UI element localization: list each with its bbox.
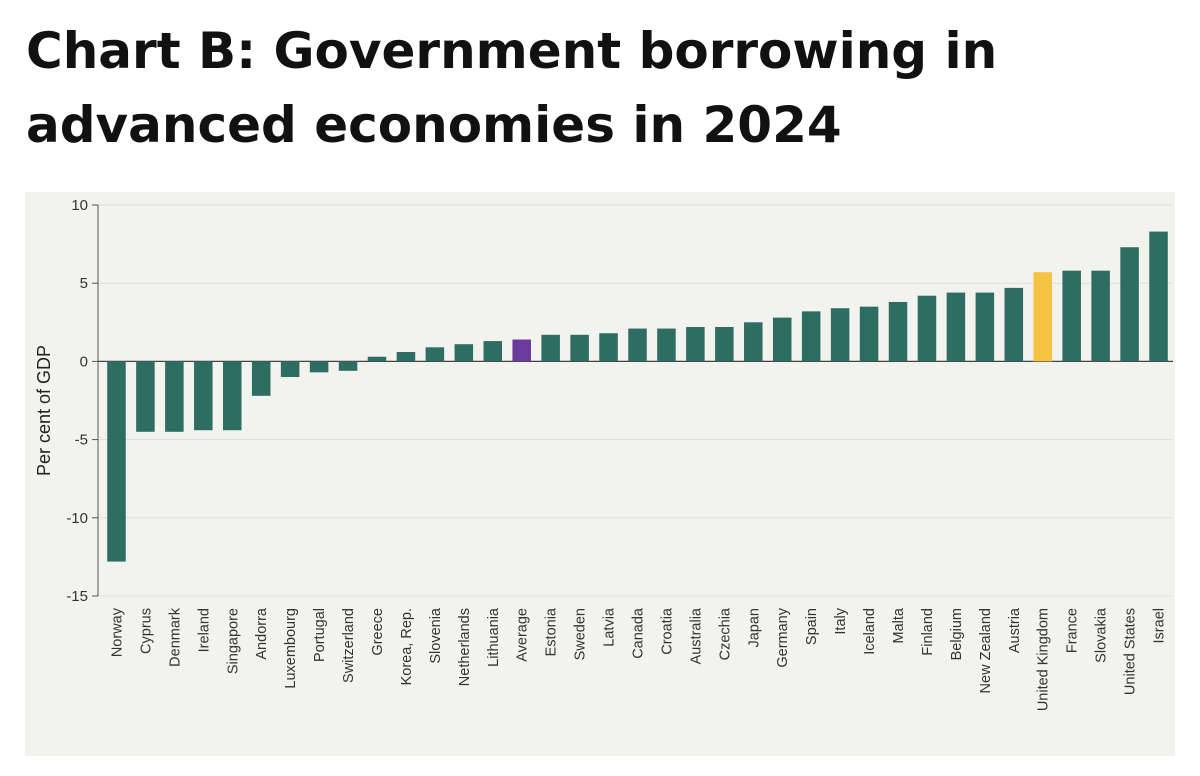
y-axis-title: Per cent of GDP [34,345,54,476]
x-tick-label: Netherlands [457,608,473,686]
bar-iceland [859,306,879,362]
x-tick-label: Greece [370,608,386,656]
x-tick-label: Sweden [573,608,589,660]
x-tick-label: Norway [109,607,125,657]
bar-israel [1149,231,1168,362]
x-tick-label: Slovakia [1094,607,1110,663]
chart-panel: 10 5 0 -5 -10 -15 Norway Cyprus Denmark Ireland S… [25,192,1175,756]
bar-austria [1004,287,1024,362]
x-tick-label: Malta [891,607,907,643]
x-tick-label: Andorra [254,607,270,660]
bars [107,231,1168,562]
bar-korea-rep [396,352,416,362]
gridlines [98,204,1173,597]
bar-slovenia [425,347,445,362]
x-tick-label: Estonia [544,607,560,656]
x-tick-label: Switzerland [341,608,357,683]
bar-andorra [251,361,271,396]
bar-australia [686,326,705,362]
bar-switzerland [338,361,358,371]
bar-portugal [309,361,329,373]
bar-czechia [715,326,734,362]
bar-chart: 10 5 0 -5 -10 -15 Norway Cyprus Denmark Ireland S… [34,197,1173,711]
bar-netherlands [454,344,474,362]
x-tick-label: Croatia [659,607,675,655]
x-tick-label: New Zealand [978,608,994,693]
y-tick-label: 5 [80,275,88,292]
bar-finland [917,295,937,362]
x-tick-label: Belgium [949,608,965,660]
y-tick-label: 10 [71,197,88,214]
bar-average [512,339,531,362]
y-tick-label: -15 [66,588,88,605]
bar-latvia [599,333,618,362]
bar-spain [801,311,821,362]
bar-japan [744,322,763,362]
x-tick-label: Slovenia [428,607,444,664]
bar-united-states [1120,247,1139,362]
bar-italy [830,308,850,362]
bar-greece [367,356,387,362]
x-tick-label: Australia [688,607,704,664]
x-tick-label: Israel [1152,608,1168,643]
x-tick-label: Spain [804,608,820,645]
bar-united-kingdom [1033,272,1053,362]
bar-singapore [222,361,242,431]
x-tick-label: Latvia [602,607,618,647]
x-tick-label: Austria [1007,607,1023,653]
x-tick-label: Italy [833,607,849,634]
x-tick-label: Iceland [862,608,878,655]
bar-cyprus [136,361,155,432]
x-tick-label: United Kingdom [1036,608,1052,711]
y-tick-label: -5 [75,432,88,449]
x-tick-label: Germany [775,607,791,667]
x-tick-label: France [1065,608,1081,653]
bar-estonia [541,334,560,362]
x-tick-label: Korea, Rep. [399,608,415,685]
bar-malta [888,301,908,362]
x-tick-label: Luxembourg [283,608,299,689]
bar-canada [628,328,647,362]
x-tick-label: Cyprus [138,608,154,654]
bar-france [1062,270,1081,362]
x-tick-label: United States [1123,608,1139,695]
x-tick-label: Finland [920,608,936,656]
x-tick-label: Singapore [225,608,241,674]
bar-belgium [946,292,966,362]
bar-new-zealand [975,292,995,362]
y-tick-label: -10 [66,510,88,527]
x-tick-label: Lithuania [486,607,502,667]
x-tick-label: Portugal [312,608,328,662]
x-tick-label: Czechia [717,607,733,660]
bar-norway [107,361,126,562]
bar-slovakia [1091,270,1110,362]
category-labels: Norway Cyprus Denmark Ireland Singapore Andor… [109,607,1167,711]
x-tick-label: Japan [746,608,762,648]
bar-lithuania [483,341,503,362]
bar-ireland [194,361,213,431]
chart-title: Chart B: Government borrowing in advance… [26,22,998,154]
x-tick-label: Ireland [196,608,212,652]
x-tick-label: Average [515,608,531,662]
bar-germany [772,317,792,362]
y-tick-label: 0 [80,353,88,370]
x-tick-label: Denmark [167,607,183,667]
bar-luxembourg [280,361,300,378]
x-tick-label: Canada [631,607,647,659]
bar-sweden [570,334,589,362]
bar-croatia [657,328,676,362]
bar-denmark [165,361,184,432]
